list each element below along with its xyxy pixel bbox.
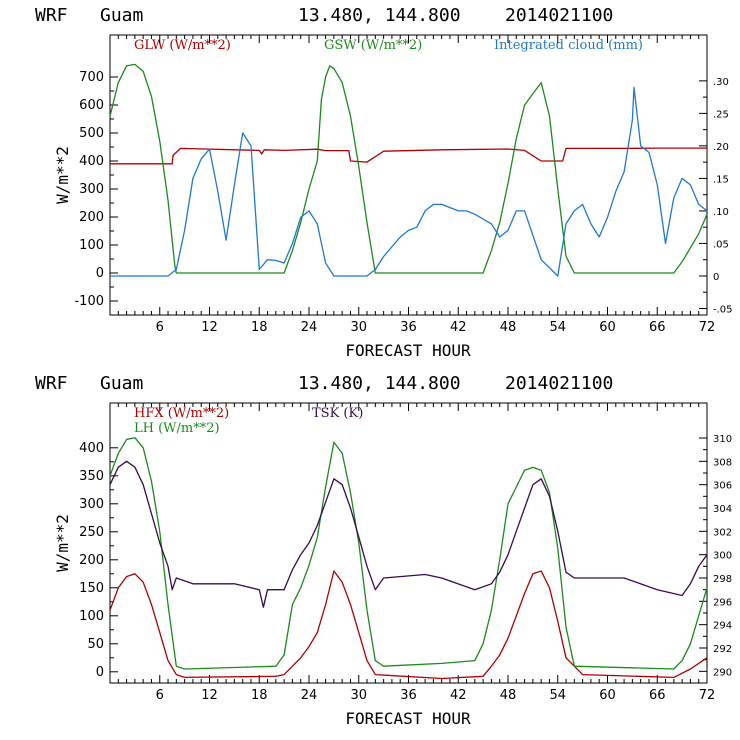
chart1-y-tick-label: -100 bbox=[74, 294, 104, 309]
chart1-series-glw-line bbox=[110, 147, 707, 165]
chart2-y-tick-label: 250 bbox=[79, 525, 104, 540]
chart1-y2-tick-label: .30 bbox=[713, 77, 729, 88]
chart1-y2-tick-label: -.05 bbox=[713, 304, 733, 315]
chart1-x-tick-label: 54 bbox=[549, 320, 566, 335]
chart1-x-tick-label: 12 bbox=[201, 320, 218, 335]
chart2-y2-tick-label: 304 bbox=[713, 504, 732, 515]
chart2-y2-tick-label: 292 bbox=[713, 644, 732, 655]
chart2-series-tsk-line bbox=[109, 460, 708, 608]
chart1-y-tick-label: 400 bbox=[79, 154, 104, 169]
chart1: FORECAST HOUR W/m**2 GLW (W/m**2) GSW (W… bbox=[53, 34, 733, 360]
chart2-y-tick-label: 300 bbox=[79, 497, 104, 512]
chart1-header-location: Guam bbox=[100, 5, 143, 26]
chart1-legend-cloud: Integrated cloud (mm) bbox=[494, 38, 643, 53]
chart1-series-gsw-line bbox=[109, 63, 708, 274]
chart1-y-tick-label: 100 bbox=[79, 238, 104, 253]
chart1-x-tick-label: 60 bbox=[599, 320, 616, 335]
chart1-header-init: 2014021100 bbox=[505, 5, 613, 26]
chart1-x-tick-label: 24 bbox=[301, 320, 318, 335]
chart1-x-tick-label: 42 bbox=[450, 320, 467, 335]
chart2-legend-lh: LH (W/m**2) bbox=[134, 421, 220, 436]
chart1-y2-tick-label: .20 bbox=[713, 142, 729, 153]
chart1-y-tick-label: 0 bbox=[96, 266, 104, 281]
chart1-series-integrated-line bbox=[110, 86, 708, 277]
chart1-x-tick-label: 72 bbox=[699, 320, 716, 335]
chart2-x-tick-label: 24 bbox=[301, 688, 318, 703]
chart1-legend-glw: GLW (W/m**2) bbox=[134, 38, 231, 53]
chart1-y-tick-label: 700 bbox=[79, 70, 104, 85]
chart2-y2-tick-label: 306 bbox=[713, 481, 732, 492]
chart1-y-tick-label: 500 bbox=[79, 126, 104, 141]
chart2-y2-tick-label: 310 bbox=[713, 434, 732, 445]
chart2-y-tick-label: 200 bbox=[79, 553, 104, 568]
chart2-legend-tsk: TSK (K) bbox=[312, 406, 363, 421]
chart2-x-tick-label: 60 bbox=[599, 688, 616, 703]
chart2-y2-tick-label: 302 bbox=[713, 527, 732, 538]
chart1-x-tick-label: 48 bbox=[500, 320, 517, 335]
chart1-y2-tick-label: .15 bbox=[713, 174, 729, 185]
chart2-y2-tick-label: 300 bbox=[713, 551, 732, 562]
chart2-header-coords: 13.480, 144.800 bbox=[298, 373, 461, 394]
chart2-y2-tick-label: 308 bbox=[713, 457, 732, 468]
chart1-x-axis-label: FORECAST HOUR bbox=[345, 341, 471, 360]
chart2-y-axis-label: W/m**2 bbox=[53, 514, 72, 572]
chart2: FORECAST HOUR W/m**2 HFX (W/m**2) LH (W/… bbox=[53, 402, 732, 728]
chart2-x-tick-label: 72 bbox=[699, 688, 716, 703]
chart2-legend-hfx: HFX (W/m**2) bbox=[134, 406, 229, 421]
chart2-y-tick-label: 50 bbox=[87, 637, 104, 652]
chart2-series-lh-line bbox=[109, 437, 708, 670]
chart2-x-tick-label: 6 bbox=[156, 688, 164, 703]
chart1-x-tick-label: 6 bbox=[156, 320, 164, 335]
chart1-legend-gsw: GSW (W/m**2) bbox=[324, 38, 422, 53]
chart1-header-coords: 13.480, 144.800 bbox=[298, 5, 461, 26]
chart2-x-tick-label: 18 bbox=[251, 688, 268, 703]
chart1-y-tick-label: 200 bbox=[79, 210, 104, 225]
chart2-y-tick-label: 100 bbox=[79, 609, 104, 624]
chart2-plot-frame bbox=[109, 402, 708, 684]
chart2-x-tick-label: 48 bbox=[500, 688, 517, 703]
chart2-y-tick-label: 400 bbox=[79, 441, 104, 456]
chart1-x-tick-label: 30 bbox=[350, 320, 367, 335]
chart2-header: WRF Guam 13.480, 144.800 2014021100 bbox=[35, 373, 613, 394]
chart2-y-tick-label: 350 bbox=[79, 469, 104, 484]
chart1-y2-tick-label: 0 bbox=[713, 272, 719, 283]
chart1-header: WRF Guam 13.480, 144.800 2014021100 bbox=[35, 5, 613, 26]
chart1-y-axis-label: W/m**2 bbox=[53, 146, 72, 204]
chart2-x-tick-label: 42 bbox=[450, 688, 467, 703]
chart2-y-tick-label: 0 bbox=[96, 665, 104, 680]
chart1-y-tick-label: 300 bbox=[79, 182, 104, 197]
chart2-x-axis-label: FORECAST HOUR bbox=[345, 709, 471, 728]
chart2-x-tick-label: 12 bbox=[201, 688, 218, 703]
chart2-y2-tick-label: 294 bbox=[713, 621, 732, 632]
chart2-y2-tick-label: 290 bbox=[713, 667, 732, 678]
chart2-x-tick-label: 66 bbox=[649, 688, 666, 703]
chart1-y2-tick-label: .10 bbox=[713, 207, 729, 218]
chart2-header-location: Guam bbox=[100, 373, 143, 394]
chart2-x-tick-label: 54 bbox=[549, 688, 566, 703]
chart2-header-init: 2014021100 bbox=[505, 373, 613, 394]
chart2-x-tick-label: 36 bbox=[400, 688, 417, 703]
chart2-y-tick-label: 150 bbox=[79, 581, 104, 596]
chart1-y2-tick-label: .05 bbox=[713, 239, 729, 250]
chart1-x-tick-label: 36 bbox=[400, 320, 417, 335]
chart1-x-tick-label: 18 bbox=[251, 320, 268, 335]
chart2-y2-tick-label: 298 bbox=[713, 574, 732, 585]
chart1-y2-tick-label: .25 bbox=[713, 109, 729, 120]
chart1-header-model: WRF bbox=[35, 5, 68, 26]
chart2-x-tick-label: 30 bbox=[350, 688, 367, 703]
chart1-y-tick-label: 600 bbox=[79, 98, 104, 113]
chart2-series-hfx-line bbox=[109, 570, 708, 680]
chart2-y2-tick-label: 296 bbox=[713, 597, 732, 608]
chart1-x-tick-label: 66 bbox=[649, 320, 666, 335]
chart2-header-model: WRF bbox=[35, 373, 68, 394]
